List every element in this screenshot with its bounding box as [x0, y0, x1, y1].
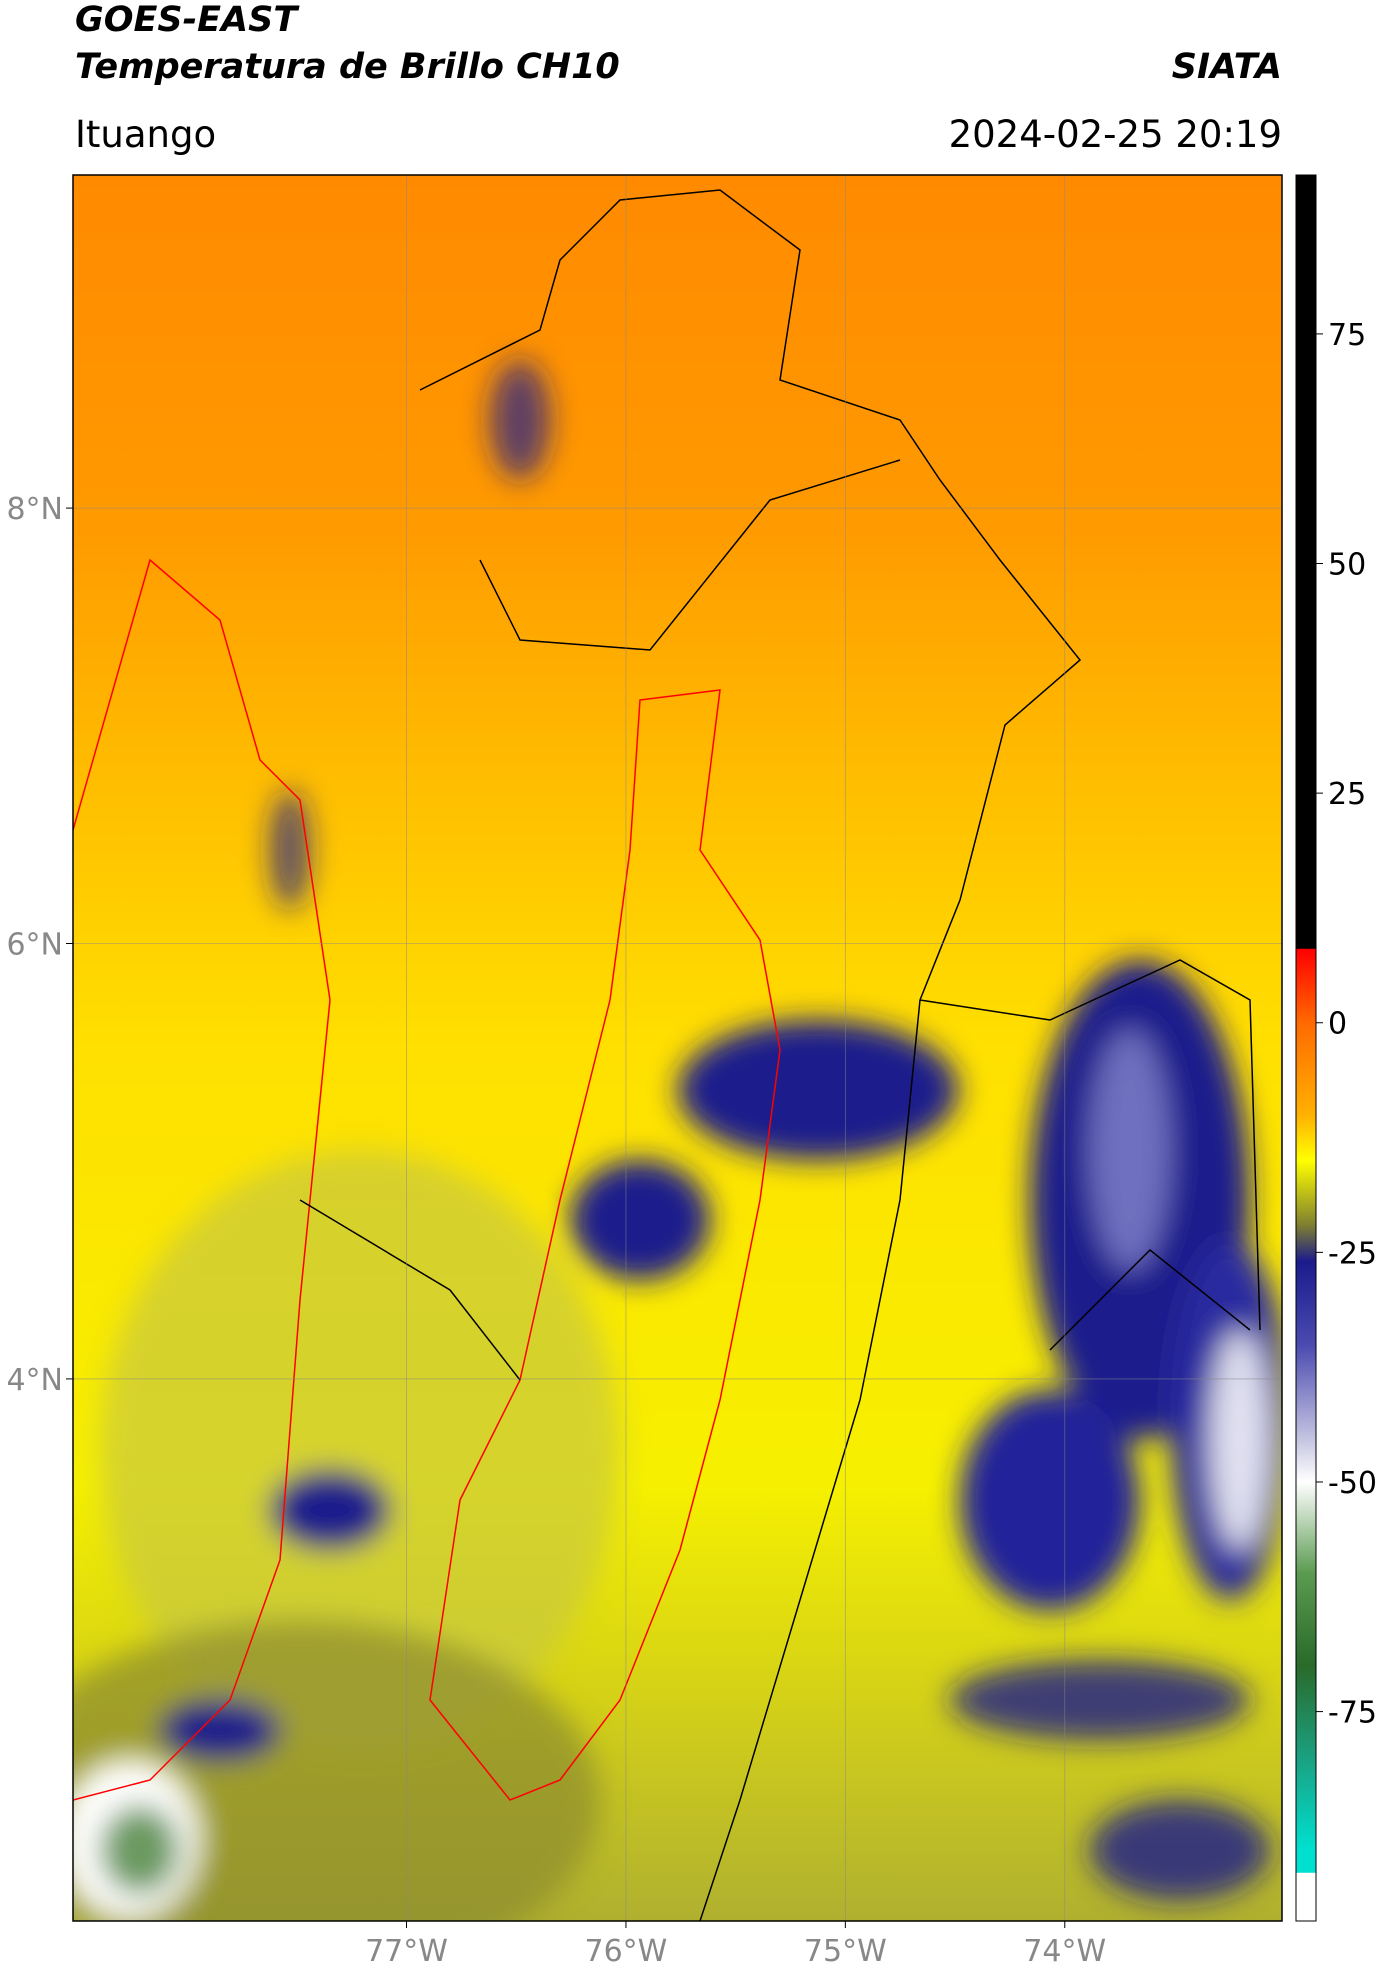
location: Ituango — [75, 113, 216, 156]
x-tick-label: 74°W — [1023, 1934, 1106, 1969]
colorbar-label: 25 — [1328, 777, 1366, 812]
title: GOES-EAST — [75, 0, 300, 40]
timestamp: 2024-02-25 20:19 — [949, 113, 1282, 156]
colorbar-label: -75 — [1328, 1696, 1377, 1731]
borders — [299, 189, 1261, 1921]
colorbar-label: 50 — [1328, 548, 1366, 583]
x-tick-label: 76°W — [585, 1934, 668, 1969]
x-tick-label: 77°W — [365, 1934, 448, 1969]
y-tick-label: 6°N — [6, 928, 63, 963]
brand: SIATA — [1172, 47, 1282, 87]
colorbar-label: 0 — [1328, 1007, 1347, 1042]
x-tick-label: 75°W — [804, 1934, 887, 1969]
colorbar — [1295, 174, 1317, 1922]
clouds — [73, 360, 1282, 1921]
subtitle: Temperatura de Brillo CH10 — [75, 47, 620, 87]
y-tick-label: 4°N — [6, 1363, 63, 1398]
region-outline — [429, 689, 781, 1801]
colorbar-label: -50 — [1328, 1466, 1377, 1501]
map-image — [73, 175, 1282, 1921]
colorbar-label: 75 — [1328, 318, 1366, 353]
y-tick-label: 8°N — [6, 492, 63, 527]
coastline — [73, 558, 331, 1801]
colorbar-label: -25 — [1328, 1236, 1377, 1271]
map-frame — [72, 174, 1283, 1922]
